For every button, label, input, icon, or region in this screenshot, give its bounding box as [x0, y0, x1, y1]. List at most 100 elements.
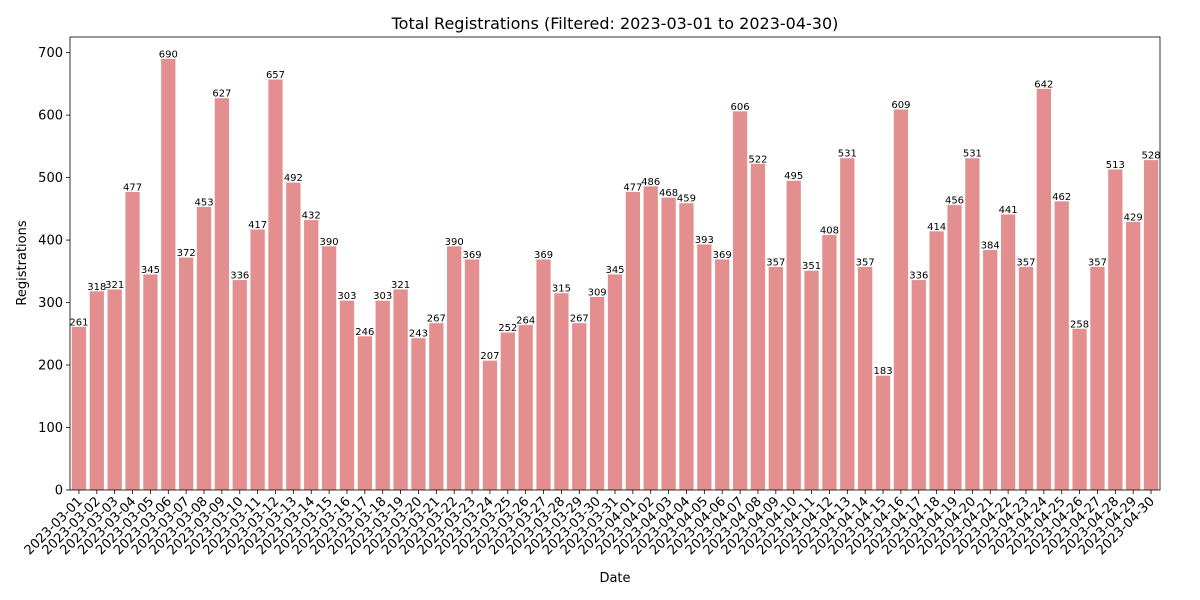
y-tick-label: 700: [38, 46, 63, 61]
data-label-2023-03-10: 336: [230, 271, 249, 282]
bar-2023-04-02: [643, 186, 658, 490]
bar-2023-03-29: [572, 323, 587, 490]
bar-2023-03-13: [286, 182, 301, 490]
bar-2023-03-02: [89, 291, 104, 490]
plot-frame: [69, 36, 1161, 491]
data-label-2023-03-14: 432: [302, 211, 321, 222]
data-label-2023-03-25: 252: [498, 323, 517, 334]
data-label-2023-03-28: 315: [552, 284, 571, 295]
data-label-2023-04-15: 183: [873, 366, 892, 377]
bar-2023-03-16: [339, 300, 355, 490]
bar-2023-03-25: [500, 332, 515, 490]
bar-2023-04-01: [625, 191, 641, 490]
bar-2023-03-06: [161, 58, 176, 491]
bar-2023-03-21: [429, 323, 444, 490]
data-label-2023-04-28: 513: [1106, 160, 1125, 171]
data-label-2023-04-02: 486: [641, 177, 660, 188]
x-axis-label: Date: [599, 571, 630, 586]
bar-2023-04-17: [911, 280, 926, 490]
data-label-2023-03-23: 369: [463, 250, 482, 261]
chart-title: Total Registrations (Filtered: 2023-03-0…: [391, 14, 839, 33]
data-label-2023-04-24: 642: [1034, 79, 1053, 90]
data-label-2023-03-27: 369: [534, 250, 553, 261]
bar-2023-03-26: [518, 325, 533, 490]
data-label-2023-03-13: 492: [284, 173, 303, 184]
data-label-2023-03-31: 345: [605, 265, 624, 276]
data-label-2023-04-06: 369: [713, 250, 732, 261]
bar-2023-04-25: [1054, 201, 1069, 490]
data-label-2023-03-29: 267: [570, 314, 589, 325]
data-label-2023-04-09: 357: [766, 257, 785, 268]
data-label-2023-03-01: 261: [69, 317, 88, 328]
bar-2023-03-04: [125, 191, 140, 490]
data-label-2023-03-08: 453: [194, 197, 213, 208]
data-label-2023-04-26: 258: [1070, 319, 1089, 330]
data-label-2023-04-27: 357: [1088, 257, 1107, 268]
data-label-2023-03-11: 417: [248, 220, 267, 231]
y-tick-label: 0: [55, 484, 63, 499]
data-label-2023-03-12: 657: [266, 70, 285, 81]
bar-2023-04-26: [1072, 328, 1087, 490]
y-tick-label: 400: [38, 234, 63, 249]
data-label-2023-04-18: 414: [927, 222, 946, 233]
data-label-2023-03-09: 627: [212, 89, 231, 100]
data-label-2023-04-10: 495: [784, 171, 803, 182]
data-label-2023-04-14: 357: [856, 257, 875, 268]
data-label-2023-04-23: 357: [1016, 257, 1035, 268]
data-label-2023-04-12: 408: [820, 226, 839, 237]
data-label-2023-04-01: 477: [623, 182, 642, 193]
data-label-2023-03-18: 303: [373, 291, 392, 302]
data-label-2023-04-22: 441: [999, 205, 1018, 216]
bar-2023-04-29: [1126, 221, 1141, 490]
y-axis-label: Registrations: [15, 220, 30, 305]
data-label-2023-03-22: 390: [445, 237, 464, 248]
bar-2023-03-28: [554, 293, 569, 490]
data-label-2023-04-03: 468: [659, 188, 678, 199]
bar-2023-04-04: [679, 203, 694, 490]
data-label-2023-04-21: 384: [981, 241, 1000, 252]
data-label-2023-03-16: 303: [337, 291, 356, 302]
bars-group: [71, 58, 1159, 491]
bar-2023-04-23: [1018, 266, 1034, 490]
data-label-2023-03-17: 246: [355, 327, 374, 338]
data-label-2023-04-19: 456: [945, 196, 964, 207]
data-label-2023-03-26: 264: [516, 316, 535, 327]
bar-2023-03-01: [71, 326, 87, 490]
bar-2023-04-18: [929, 231, 944, 490]
data-label-2023-04-29: 429: [1124, 212, 1143, 223]
data-label-2023-04-20: 531: [963, 149, 982, 160]
data-labels-group: 2613183214773456903724536273364176574924…: [69, 49, 1160, 377]
bar-2023-04-22: [1000, 214, 1016, 490]
data-label-2023-03-30: 309: [588, 287, 607, 298]
data-label-2023-04-16: 609: [891, 100, 910, 111]
bar-2023-03-14: [304, 220, 319, 491]
y-axis: 0 100 200 300 400 500 600 700: [38, 46, 70, 499]
data-label-2023-04-08: 522: [748, 154, 767, 165]
y-tick-label: 100: [38, 421, 63, 436]
bar-2023-03-07: [179, 257, 194, 490]
bar-2023-04-05: [697, 244, 712, 490]
bar-2023-04-08: [750, 163, 766, 490]
data-label-2023-04-13: 531: [838, 149, 857, 160]
data-label-2023-04-11: 351: [802, 261, 821, 272]
data-label-2023-03-19: 321: [391, 280, 410, 291]
bar-2023-04-16: [893, 109, 909, 490]
bar-2023-03-23: [464, 259, 480, 490]
data-label-2023-03-24: 207: [480, 351, 499, 362]
data-label-2023-04-04: 459: [677, 194, 696, 205]
bar-2023-03-18: [375, 300, 390, 490]
data-label-2023-04-07: 606: [731, 102, 750, 113]
bar-2023-03-15: [321, 246, 337, 490]
data-label-2023-03-03: 321: [105, 280, 124, 291]
data-label-2023-03-21: 267: [427, 314, 446, 325]
bar-2023-04-10: [786, 180, 801, 491]
bar-2023-03-12: [268, 79, 283, 490]
bar-2023-04-09: [768, 266, 783, 490]
bar-2023-04-14: [858, 266, 873, 490]
data-label-2023-04-05: 393: [695, 235, 714, 246]
data-label-2023-03-02: 318: [87, 282, 106, 293]
bar-2023-04-21: [983, 250, 998, 490]
bar-2023-03-11: [250, 229, 265, 490]
bar-2023-04-11: [804, 270, 819, 490]
